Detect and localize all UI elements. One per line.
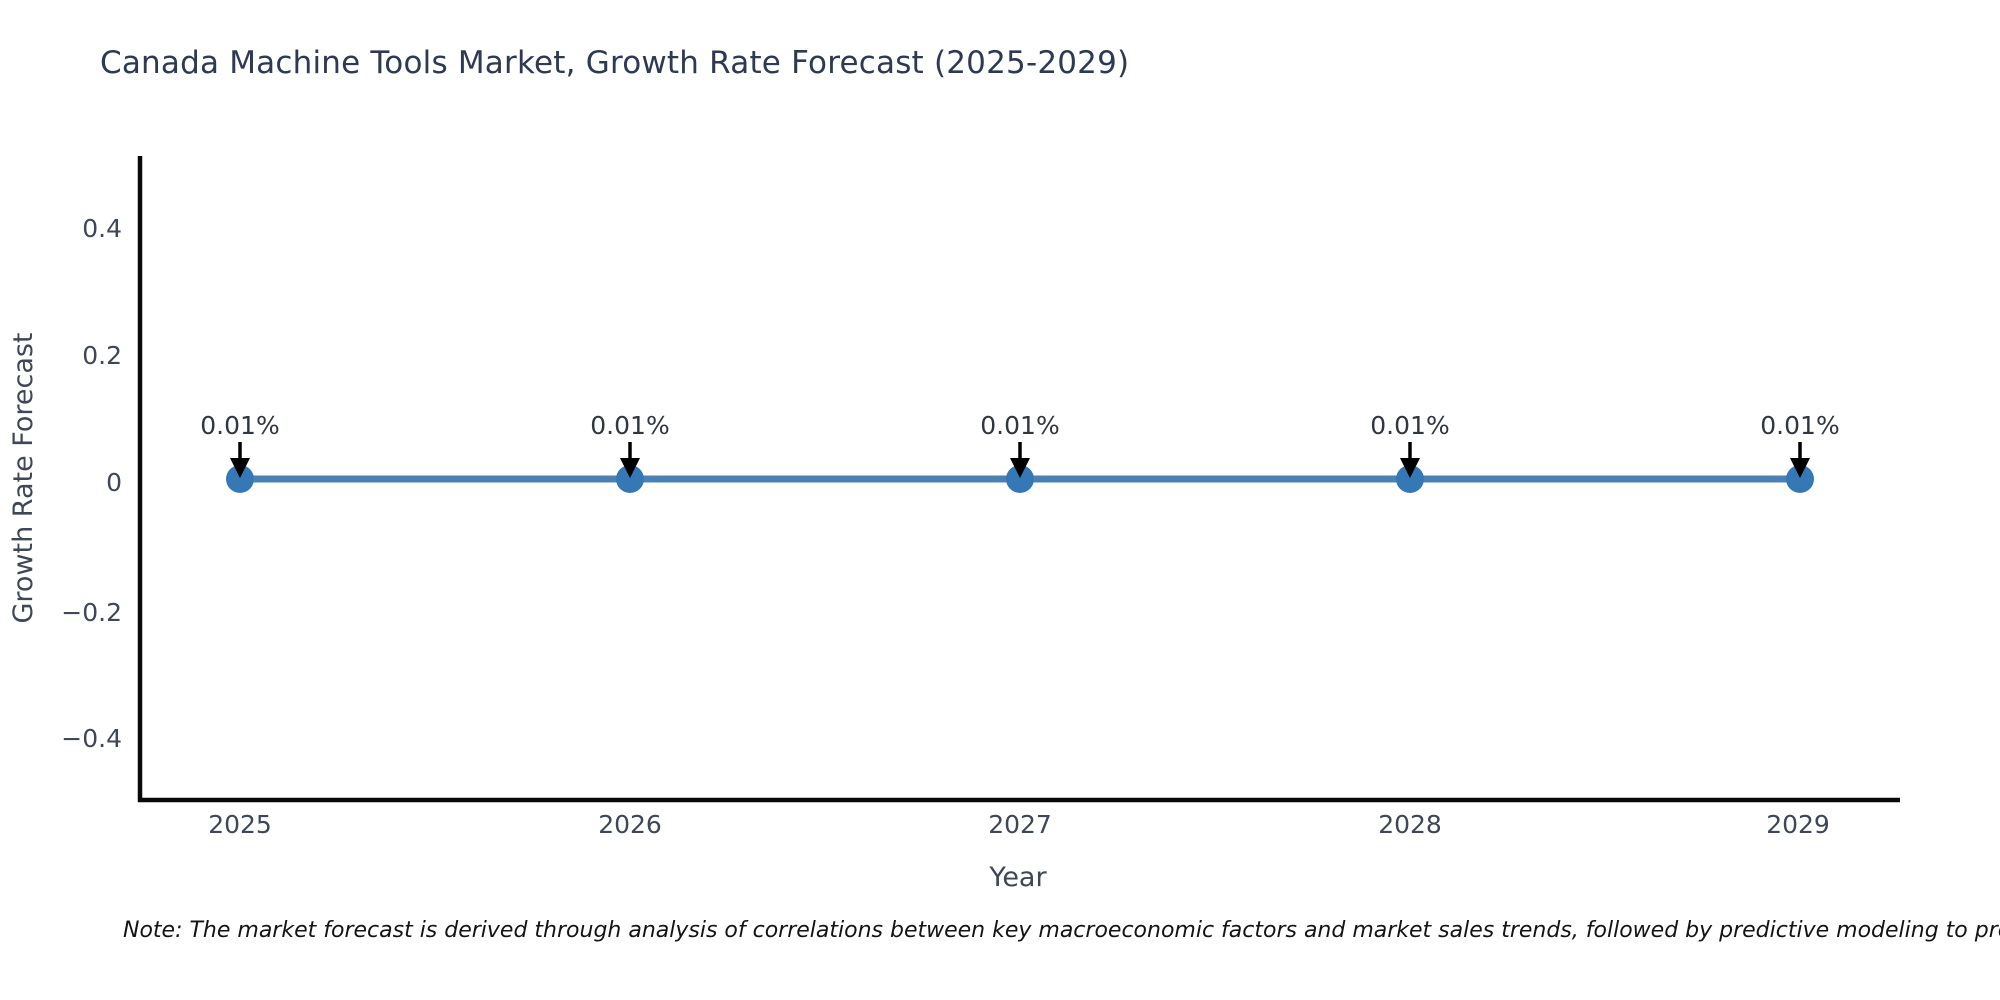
chart-title: Canada Machine Tools Market, Growth Rate… <box>100 45 1130 81</box>
data-point-2029 <box>1786 465 1814 493</box>
annotation-2027: 0.01% <box>980 411 1060 478</box>
chart-footnote: Note: The market forecast is derived thr… <box>123 918 2000 943</box>
x-axis-title: Year <box>988 862 1047 893</box>
annotation-2029: 0.01% <box>1760 411 1840 478</box>
y-tick-label: 0.2 <box>82 341 122 370</box>
x-tick-label: 2026 <box>598 810 662 839</box>
annotation-label: 0.01% <box>1370 411 1449 440</box>
y-tick-label: −0.4 <box>61 724 122 753</box>
annotation-arrowhead-icon <box>1010 458 1030 478</box>
annotation-label: 0.01% <box>980 411 1059 440</box>
annotation-label: 0.01% <box>1760 411 1839 440</box>
y-axis-title: Growth Rate Forecast <box>8 332 39 623</box>
data-point-2026 <box>616 465 644 493</box>
x-tick-label: 2029 <box>1766 810 1830 839</box>
annotation-label: 0.01% <box>200 411 279 440</box>
x-tick-label: 2028 <box>1378 810 1442 839</box>
annotation-2025: 0.01% <box>200 411 280 478</box>
y-tick-label: 0.4 <box>82 214 122 243</box>
annotation-2028: 0.01% <box>1370 411 1450 478</box>
x-tick-label: 2025 <box>208 810 272 839</box>
x-tick-label: 2027 <box>988 810 1052 839</box>
annotation-arrowhead-icon <box>620 458 640 478</box>
data-point-2027 <box>1006 465 1034 493</box>
data-point-2028 <box>1396 465 1424 493</box>
annotation-2026: 0.01% <box>590 411 670 478</box>
data-point-2025 <box>226 465 254 493</box>
y-tick-label: −0.2 <box>61 598 122 627</box>
annotation-arrowhead-icon <box>1400 458 1420 478</box>
y-tick-label: 0 <box>106 468 122 497</box>
annotation-label: 0.01% <box>590 411 669 440</box>
annotation-arrowhead-icon <box>1790 458 1810 478</box>
annotation-arrowhead-icon <box>230 458 250 478</box>
